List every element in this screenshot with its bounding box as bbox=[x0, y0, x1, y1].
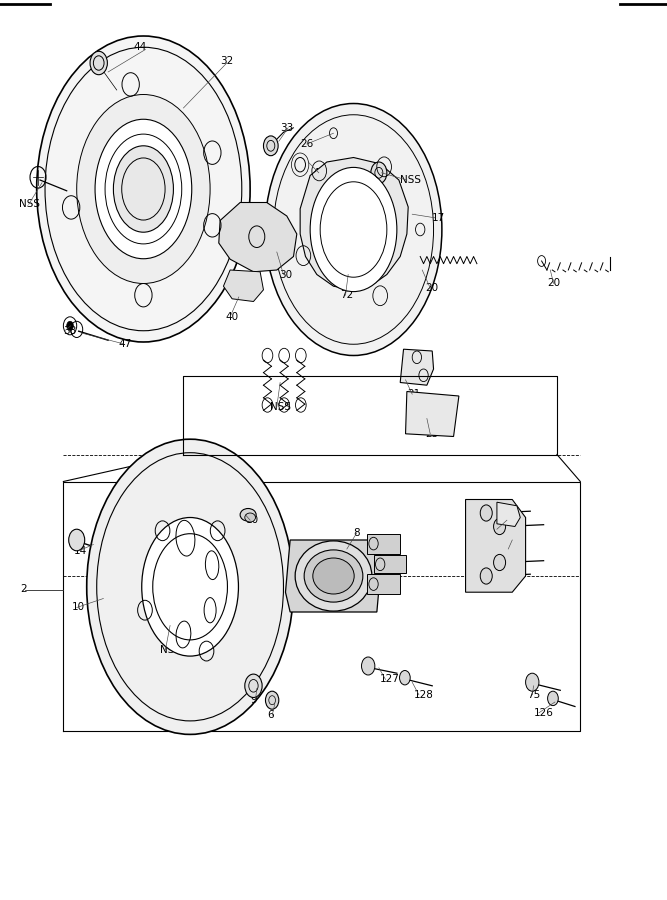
Circle shape bbox=[480, 505, 492, 521]
Circle shape bbox=[245, 674, 262, 698]
Text: 10: 10 bbox=[245, 515, 259, 526]
Circle shape bbox=[362, 657, 375, 675]
Circle shape bbox=[494, 554, 506, 571]
Ellipse shape bbox=[304, 550, 363, 602]
Text: 40: 40 bbox=[225, 311, 239, 322]
Polygon shape bbox=[367, 574, 400, 594]
Text: 21: 21 bbox=[407, 389, 420, 400]
Text: 17: 17 bbox=[432, 212, 446, 223]
Ellipse shape bbox=[37, 36, 250, 342]
Text: 126: 126 bbox=[534, 707, 554, 718]
Ellipse shape bbox=[95, 119, 192, 259]
Circle shape bbox=[263, 136, 278, 156]
Text: NSS: NSS bbox=[400, 175, 421, 185]
Circle shape bbox=[494, 518, 506, 535]
Text: 33: 33 bbox=[280, 122, 293, 133]
Ellipse shape bbox=[141, 518, 239, 656]
Ellipse shape bbox=[87, 439, 293, 734]
Circle shape bbox=[371, 162, 387, 184]
Polygon shape bbox=[497, 502, 520, 526]
Text: 6: 6 bbox=[267, 710, 273, 721]
Text: 14: 14 bbox=[73, 545, 87, 556]
Text: 26: 26 bbox=[300, 139, 313, 149]
Circle shape bbox=[526, 673, 539, 691]
Text: 38: 38 bbox=[63, 326, 77, 337]
Ellipse shape bbox=[313, 558, 354, 594]
Text: 9: 9 bbox=[250, 695, 257, 706]
Text: 72: 72 bbox=[340, 290, 354, 301]
Text: 10: 10 bbox=[72, 602, 85, 613]
Text: 20: 20 bbox=[547, 278, 560, 289]
Text: 47: 47 bbox=[119, 338, 132, 349]
Text: 2: 2 bbox=[20, 584, 27, 595]
Text: 128: 128 bbox=[506, 544, 526, 554]
Text: 30: 30 bbox=[279, 269, 292, 280]
Ellipse shape bbox=[113, 146, 173, 232]
Ellipse shape bbox=[310, 167, 397, 292]
Text: 32: 32 bbox=[220, 56, 233, 67]
Text: 128: 128 bbox=[414, 689, 434, 700]
Polygon shape bbox=[219, 202, 297, 272]
Polygon shape bbox=[300, 158, 408, 290]
Text: 8: 8 bbox=[354, 527, 360, 538]
Text: 23: 23 bbox=[426, 428, 439, 439]
Ellipse shape bbox=[240, 508, 256, 521]
Ellipse shape bbox=[77, 94, 210, 284]
Text: 127: 127 bbox=[492, 524, 512, 535]
Circle shape bbox=[265, 691, 279, 709]
Polygon shape bbox=[400, 349, 434, 385]
Ellipse shape bbox=[245, 513, 255, 522]
Ellipse shape bbox=[265, 104, 442, 356]
Circle shape bbox=[67, 321, 73, 330]
Polygon shape bbox=[466, 500, 526, 592]
Text: 75: 75 bbox=[527, 689, 540, 700]
Text: 46: 46 bbox=[312, 167, 325, 178]
Text: NSS: NSS bbox=[160, 644, 181, 655]
Polygon shape bbox=[285, 540, 382, 612]
Text: 127: 127 bbox=[380, 674, 400, 685]
Polygon shape bbox=[223, 270, 263, 302]
Ellipse shape bbox=[295, 541, 372, 611]
Circle shape bbox=[480, 568, 492, 584]
Circle shape bbox=[90, 51, 107, 75]
Polygon shape bbox=[374, 555, 406, 573]
Polygon shape bbox=[367, 534, 400, 554]
Text: 20: 20 bbox=[426, 283, 439, 293]
Circle shape bbox=[400, 670, 410, 685]
Circle shape bbox=[69, 529, 85, 551]
Polygon shape bbox=[406, 392, 459, 436]
Circle shape bbox=[548, 691, 558, 706]
Text: NSS: NSS bbox=[270, 401, 291, 412]
Text: 44: 44 bbox=[133, 41, 147, 52]
Text: NSS: NSS bbox=[19, 199, 39, 210]
